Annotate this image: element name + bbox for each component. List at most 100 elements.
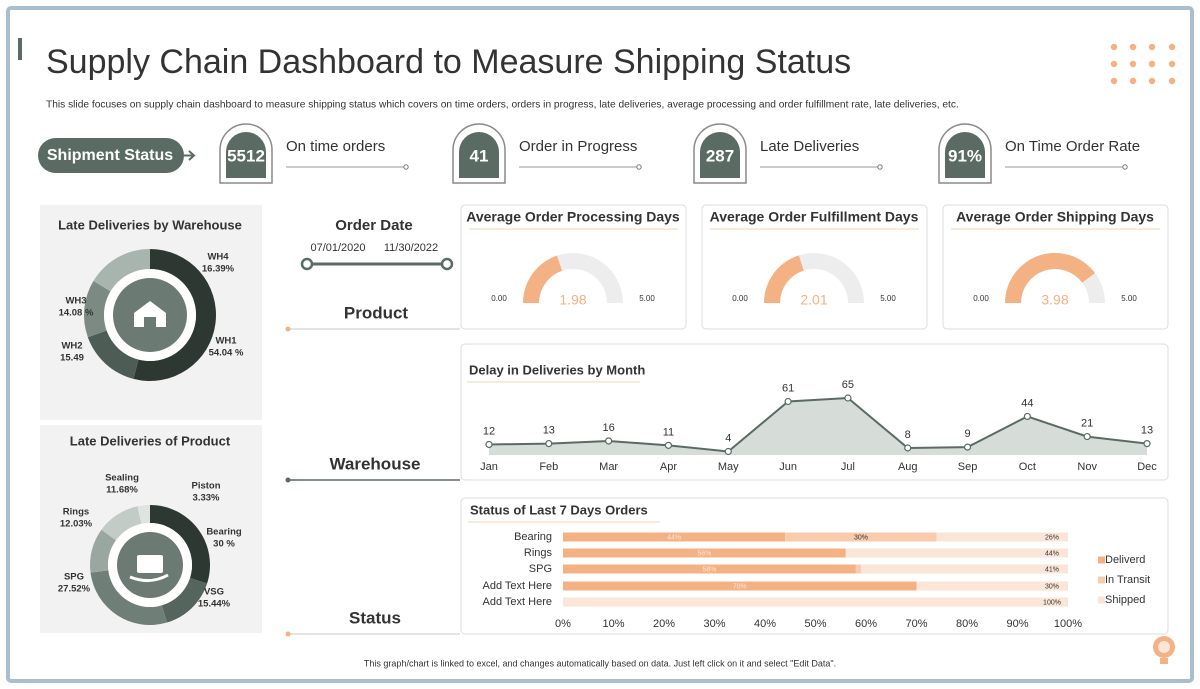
data-label: 12 — [483, 425, 495, 437]
legend-swatch[interactable] — [1098, 576, 1105, 584]
x-tick-label: 40% — [754, 618, 776, 630]
shipment-status: Shipment Status — [47, 147, 173, 164]
gauge-tick-label: 0.00 — [973, 294, 989, 303]
pie-slice — [93, 249, 150, 292]
kpi-value: 5512 — [227, 146, 265, 165]
bar-segment — [563, 532, 786, 542]
gauge-tick-label: 5.00 — [639, 294, 655, 303]
area — [489, 398, 1147, 455]
slice-label: WH4 — [207, 252, 229, 263]
chart-title: Late Deliveries by Warehouse — [58, 217, 242, 232]
icon — [134, 301, 166, 327]
y-tick-label: Rings — [524, 547, 553, 559]
pie-slice — [90, 529, 117, 573]
legend-label[interactable]: Shipped — [1105, 594, 1145, 606]
point — [1143, 440, 1151, 448]
data-label: 70% — [733, 583, 747, 590]
data-label: 26% — [1045, 534, 1059, 541]
gauge-value-label: 3.98 — [1041, 292, 1068, 308]
gauge-value-label: 2.01 — [800, 292, 827, 308]
gauge-value — [764, 255, 804, 303]
slice-value: 54.04 % — [209, 348, 244, 359]
bar-segment — [916, 581, 1068, 591]
slice-label: SPG — [64, 572, 84, 583]
x-tick-label: 10% — [602, 618, 624, 630]
gauge-value-label: 1.98 — [559, 292, 586, 308]
point — [784, 397, 792, 406]
kpi-label: Order in Progress — [519, 138, 637, 155]
subtitle: This slide focuses on supply chain dashb… — [46, 100, 959, 111]
section-label: Status — [349, 608, 401, 627]
slice-value: 3.33% — [193, 493, 220, 504]
section-rules — [285, 326, 460, 637]
x-tick-label: 50% — [804, 618, 826, 630]
data-label: 41% — [1045, 566, 1059, 573]
point — [545, 440, 553, 448]
data-label: 61 — [782, 382, 794, 394]
bar-segment — [855, 564, 861, 574]
slice-label: Piston — [191, 481, 220, 492]
legend-swatch[interactable] — [1098, 596, 1105, 604]
data-label: 58% — [702, 566, 716, 573]
pie-slice — [133, 249, 217, 381]
kpi-label: On time orders — [286, 138, 385, 155]
x-tick-label: Sep — [958, 461, 978, 473]
shipment-status-pill — [38, 138, 184, 173]
data-label: 21 — [1081, 417, 1093, 429]
section-label: Warehouse — [329, 454, 420, 473]
chart-title: Status of Last 7 Days Orders — [470, 502, 648, 517]
chart-title: Late Deliveries of Product — [70, 433, 231, 448]
bar-segment — [936, 532, 1068, 542]
kpi-value: 91% — [948, 146, 982, 165]
data-label: 30% — [1045, 583, 1059, 590]
x-tick-label: 60% — [855, 618, 877, 630]
kpi-badge — [226, 132, 266, 178]
slider-handle[interactable] — [440, 257, 454, 271]
chart-title: Delay in Deliveries by Month — [469, 362, 645, 377]
start-date: 07/01/2020 — [310, 242, 365, 254]
data-label: 56% — [697, 550, 711, 557]
line — [488, 396, 1148, 453]
slice-value: 12.03% — [60, 519, 93, 530]
icon — [129, 573, 169, 582]
slice-label: Rings — [63, 507, 89, 518]
slice-label: WH3 — [65, 296, 86, 307]
kpi-rule-end — [636, 164, 642, 170]
x-tick-label: Mar — [599, 461, 618, 473]
data-label: 8 — [905, 429, 911, 441]
accent-bar — [18, 38, 22, 60]
slice-value: 14.08 % — [59, 308, 94, 319]
footer: This graph/chart is linked to excel, and… — [364, 658, 836, 668]
legend-label[interactable]: In Transit — [1105, 574, 1150, 586]
data-label: 44 — [1021, 397, 1033, 409]
kpi-value: 287 — [706, 146, 734, 165]
point — [844, 394, 852, 402]
slice-value: 30 % — [213, 539, 235, 550]
bar-segment — [563, 564, 856, 574]
end-date: 11/30/2022 — [384, 242, 438, 254]
data-label: 44% — [1045, 550, 1059, 557]
pie-slice — [137, 505, 150, 524]
gauge-tick-label: 5.00 — [880, 294, 896, 303]
x-tick-label: May — [718, 461, 739, 473]
chart-title: Average Order Fulfillment Days — [710, 209, 919, 225]
decor-dots — [1110, 43, 1176, 85]
pie-slice — [90, 570, 167, 625]
gauge-tick-label: 0.00 — [491, 294, 507, 303]
icon — [137, 555, 163, 573]
bar-segment — [845, 548, 1068, 558]
slider-handle[interactable] — [300, 257, 314, 271]
data-label: 30% — [854, 534, 868, 541]
pie-slice — [150, 505, 210, 584]
legend-label[interactable]: Deliverd — [1105, 554, 1145, 566]
legend-swatch[interactable] — [1098, 556, 1105, 564]
kpi-label: On Time Order Rate — [1005, 138, 1140, 155]
point — [904, 444, 912, 452]
arrow — [184, 150, 196, 161]
x-tick-label: 90% — [1006, 618, 1028, 630]
kpi-badge — [459, 132, 499, 178]
icon — [144, 317, 156, 327]
kpi-rule-end — [877, 164, 883, 170]
